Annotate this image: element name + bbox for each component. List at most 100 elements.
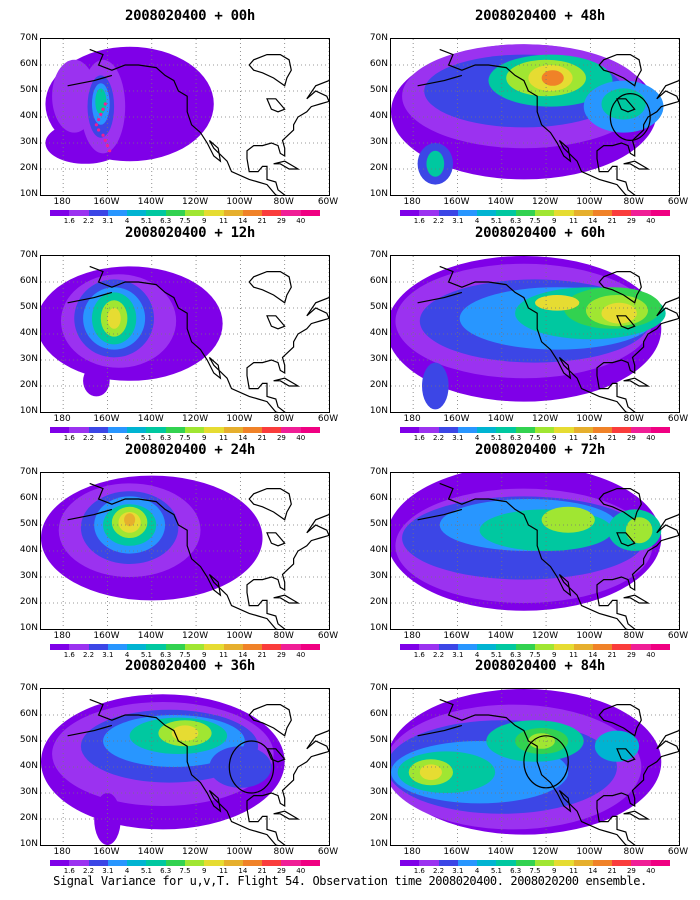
coastline xyxy=(598,704,642,737)
flight-track-point xyxy=(99,112,103,116)
colorbar-label: 21 xyxy=(257,867,267,875)
colorbar-swatch xyxy=(457,210,478,216)
colorbar-swatch xyxy=(573,644,593,650)
colorbar-label: 5.1 xyxy=(490,867,502,875)
colorbar-swatch xyxy=(50,427,70,433)
variance-field xyxy=(41,473,329,629)
colorbar-swatch xyxy=(650,860,670,866)
colorbar-label: 1.6 xyxy=(63,867,75,875)
latitude-label: 20N xyxy=(369,813,388,823)
colorbar-swatch xyxy=(477,860,497,866)
panel-title: 2008020400 + 48h xyxy=(474,8,606,24)
latitude-label: 30N xyxy=(19,571,38,581)
colorbar-swatch xyxy=(204,860,224,866)
colorbar-label: 1.6 xyxy=(413,867,425,875)
flight-track-point xyxy=(105,144,110,148)
longitude-label: 60W xyxy=(317,631,339,641)
colorbar-swatch xyxy=(88,427,108,433)
longitude-label: 100W xyxy=(226,414,253,424)
colorbar-label: 9 xyxy=(552,651,557,659)
longitude-label: 60W xyxy=(667,197,689,207)
variance-contour xyxy=(625,517,653,544)
coastline xyxy=(623,594,651,604)
colorbar-swatch xyxy=(146,860,166,866)
latitude-label: 60N xyxy=(19,493,38,503)
longitude-label: 80W xyxy=(273,414,294,424)
latitude-label: 60N xyxy=(19,709,38,719)
colorbar-swatch xyxy=(50,860,70,866)
longitude-label: 180 xyxy=(53,197,71,207)
colorbar-label: 21 xyxy=(607,217,617,225)
colorbar-swatch xyxy=(242,644,263,650)
coastline xyxy=(248,54,292,87)
colorbar-label: 29 xyxy=(276,434,286,442)
colorbar-swatch xyxy=(262,427,282,433)
latitude-label: 30N xyxy=(369,787,388,797)
colorbar-swatch xyxy=(573,427,593,433)
latitude-label: 10N xyxy=(369,406,388,416)
colorbar-swatch xyxy=(300,860,320,866)
colorbar-label: 4 xyxy=(124,434,130,442)
colorbar-label: 7.5 xyxy=(529,434,541,442)
map-panel: 2008020400 + 12h 70N 60N 50N 40N 30N 20N 10N 180… xyxy=(0,225,340,443)
colorbar-label: 6.3 xyxy=(160,651,172,659)
colorbar-label: 11 xyxy=(569,867,579,875)
variance-field xyxy=(391,689,679,845)
longitude-label: 180 xyxy=(53,414,71,424)
variance-contour xyxy=(601,88,646,120)
colorbar-label: 1.6 xyxy=(63,651,75,659)
colorbar-label: 29 xyxy=(276,651,286,659)
map-panel: 2008020400 + 36h 70N 60N 50N 40N 30N 20N 10N 180… xyxy=(0,658,340,876)
colorbar-swatch xyxy=(631,860,651,866)
colorbar-label: 4 xyxy=(124,651,130,659)
colorbar-label: 7.5 xyxy=(179,434,191,442)
variance-contour xyxy=(209,746,272,788)
colorbar-swatch xyxy=(631,427,651,433)
latitude-label: 40N xyxy=(19,545,38,555)
colorbar-label: 7.5 xyxy=(529,217,541,225)
colorbar-label: 14 xyxy=(238,217,248,225)
map-plot xyxy=(40,255,330,413)
colorbar-label: 21 xyxy=(257,434,267,442)
latitude-label: 20N xyxy=(19,163,38,173)
variance-contour xyxy=(94,793,121,845)
longitude-label: 100W xyxy=(576,414,603,424)
latitude-label: 30N xyxy=(369,571,388,581)
colorbar-swatch xyxy=(496,860,516,866)
flight-track-point xyxy=(94,123,98,127)
longitude-label: 160W xyxy=(443,414,470,424)
colorbar-swatch xyxy=(107,644,128,650)
colorbar-swatch xyxy=(223,860,243,866)
flight-track-point xyxy=(108,149,112,153)
colorbar-swatch xyxy=(496,427,516,433)
colorbar-swatch xyxy=(165,644,185,650)
latitude-label: 10N xyxy=(19,189,38,199)
colorbar-label: 5.1 xyxy=(140,434,152,442)
colorbar-swatch xyxy=(496,644,516,650)
colorbar-swatch xyxy=(223,427,243,433)
longitude-label: 180 xyxy=(403,631,421,641)
colorbar-swatch xyxy=(554,644,574,650)
colorbar-swatch xyxy=(165,427,185,433)
variance-contour xyxy=(124,513,136,527)
latitude-label: 10N xyxy=(369,189,388,199)
panel-title: 2008020400 + 36h xyxy=(124,658,256,674)
colorbar xyxy=(400,210,670,216)
latitude-label: 60N xyxy=(19,276,38,286)
longitude-label: 140W xyxy=(137,847,164,857)
colorbar-label: 40 xyxy=(296,867,306,875)
longitude-label: 140W xyxy=(137,414,164,424)
coastline xyxy=(273,377,301,387)
colorbar-label: 29 xyxy=(276,217,286,225)
longitude-label: 140W xyxy=(137,197,164,207)
colorbar-swatch xyxy=(650,427,670,433)
colorbar-swatch xyxy=(400,860,420,866)
latitude-label: 60N xyxy=(369,276,388,286)
colorbar-swatch xyxy=(146,210,166,216)
map-panel: 2008020400 + 24h 70N 60N 50N 40N 30N 20N 10N 180… xyxy=(0,442,340,660)
colorbar-swatch xyxy=(281,427,301,433)
colorbar-label: 7.5 xyxy=(179,651,191,659)
colorbar-label: 2.2 xyxy=(432,217,445,225)
colorbar-swatch xyxy=(457,860,478,866)
latitude-label: 70N xyxy=(369,33,388,43)
